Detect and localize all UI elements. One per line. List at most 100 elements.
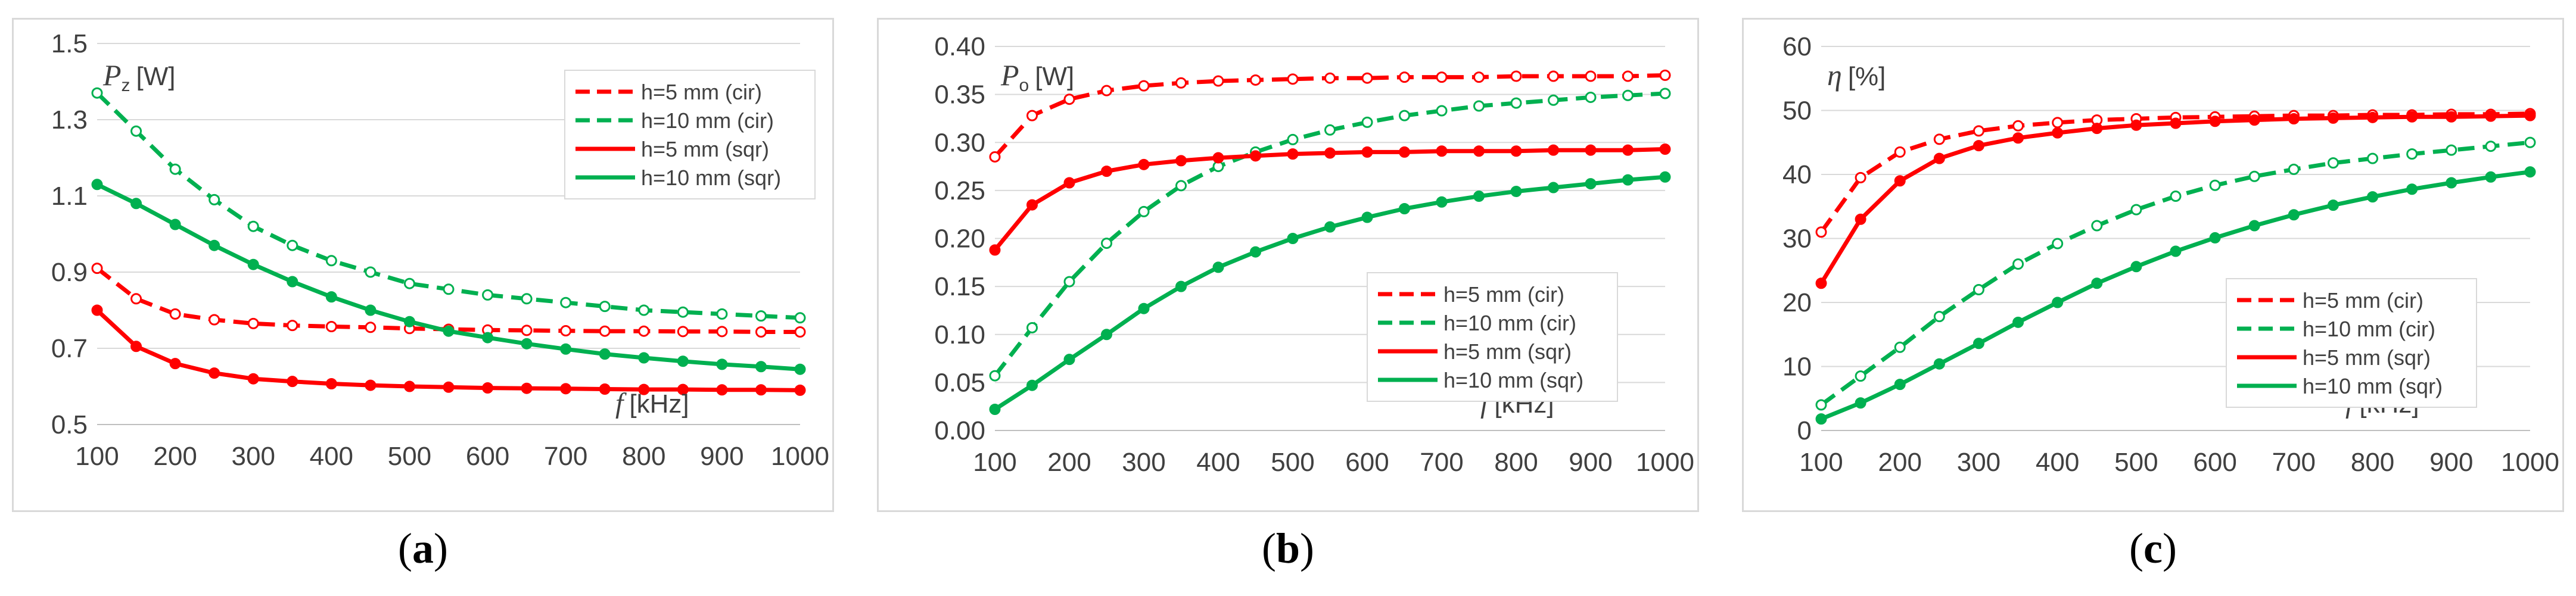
data-point [1622, 144, 1634, 156]
data-point [2446, 177, 2457, 189]
data-point [2485, 171, 2497, 183]
data-point [1894, 146, 1906, 158]
data-point [1361, 146, 1373, 158]
data-point [2091, 277, 2103, 289]
data-point [1063, 354, 1075, 366]
y-axis-label: Po [W] [1000, 58, 1074, 95]
y-tick-label: 0.20 [934, 224, 985, 254]
y-tick-label: 50 [1782, 96, 1812, 126]
series-line [95, 308, 801, 392]
x-tick-label: 300 [1957, 448, 2001, 477]
y-tick-label: 0 [1797, 416, 1812, 445]
legend-label: h=10 mm (cir) [1443, 311, 1576, 335]
data-point [560, 297, 572, 308]
data-point [365, 379, 377, 391]
data-point [169, 358, 181, 370]
data-point [1815, 226, 1827, 238]
caption-a: (a) [398, 525, 448, 572]
data-point [1175, 280, 1187, 292]
data-point [1250, 74, 1261, 86]
data-point [2209, 179, 2221, 191]
data-point [1973, 338, 1984, 350]
x-axis-symbol: f [615, 388, 627, 419]
data-point [1659, 143, 1671, 155]
y-tick-label: 0.25 [934, 176, 985, 205]
data-point [2012, 258, 2024, 270]
data-point [1026, 322, 1038, 333]
data-point [2406, 148, 2418, 160]
data-point [1287, 148, 1299, 160]
data-point [716, 326, 728, 338]
data-point [1101, 329, 1112, 341]
data-point [1933, 311, 1945, 323]
x-tick-label: 900 [2429, 448, 2473, 477]
data-point [989, 151, 1001, 163]
data-point [1063, 93, 1075, 105]
data-point [1973, 284, 1984, 295]
data-point [403, 380, 415, 392]
data-point [1622, 89, 1634, 101]
data-point [1973, 125, 1984, 137]
data-point [1324, 221, 1336, 233]
data-point [1815, 413, 1827, 425]
x-axis-unit: [kHz] [629, 389, 689, 419]
data-point [1399, 146, 1410, 158]
y-axis-label: η [%] [1827, 58, 1886, 92]
data-point [794, 363, 806, 375]
x-tick-label: 800 [622, 442, 665, 471]
data-point [1138, 302, 1150, 314]
data-point [599, 383, 611, 395]
chart-panel-a: 0.5 0.7 0.9 1.1 1.3 1.5 100 200 300 400 500 600 700 8… [12, 18, 834, 512]
caption-c-label: c [2143, 525, 2163, 572]
data-point [1622, 70, 1634, 82]
data-point [1138, 205, 1150, 217]
data-point [599, 348, 611, 360]
data-point [287, 376, 298, 388]
y-tick-label: 1.5 [51, 29, 88, 58]
data-point [1026, 110, 1038, 121]
y-tick-label: 0.35 [934, 80, 985, 110]
y-axis-symbol: P [1000, 58, 1019, 92]
data-point [1855, 370, 1866, 382]
data-point [2288, 113, 2300, 124]
data-point [638, 383, 650, 395]
data-point [1399, 110, 1410, 121]
x-tick-label: 100 [1799, 448, 1843, 477]
data-point [755, 310, 767, 322]
y-tick-label: 0.15 [934, 272, 985, 301]
data-point [2130, 261, 2142, 273]
y-axis-subscript: z [122, 76, 130, 95]
data-point [2524, 166, 2536, 178]
y-tick-label: 60 [1782, 32, 1812, 61]
legend-label: h=10 mm (cir) [2303, 317, 2435, 341]
data-point [482, 289, 494, 301]
y-axis-unit: [W] [1035, 62, 1074, 91]
y-tick-label: 0.00 [934, 416, 985, 445]
data-point [2091, 220, 2103, 232]
data-point [169, 308, 181, 320]
data-point [1473, 100, 1485, 112]
y-tick-label: 0.5 [51, 410, 88, 439]
x-tick-label: 200 [1878, 448, 1922, 477]
y-tick-label: 1.3 [51, 105, 88, 135]
data-point [443, 325, 455, 337]
caption-c: (c) [2129, 525, 2177, 572]
data-point [1361, 72, 1373, 84]
legend-label: h=5 mm (sqr) [641, 137, 769, 161]
data-point [365, 304, 377, 316]
data-point [247, 258, 259, 270]
x-tick-label: 600 [466, 442, 509, 471]
x-tick-label: 500 [1271, 448, 1314, 477]
data-point [2248, 170, 2260, 182]
data-point [1473, 191, 1485, 202]
data-point [2446, 144, 2457, 156]
data-point [716, 358, 728, 370]
data-point [1548, 70, 1559, 82]
legend-label: h=5 mm (cir) [1443, 282, 1564, 307]
data-point [482, 382, 494, 394]
data-point [1548, 144, 1559, 156]
data-point [2327, 157, 2339, 169]
data-point [2209, 232, 2221, 244]
data-point [91, 179, 103, 191]
data-point [2327, 199, 2339, 211]
